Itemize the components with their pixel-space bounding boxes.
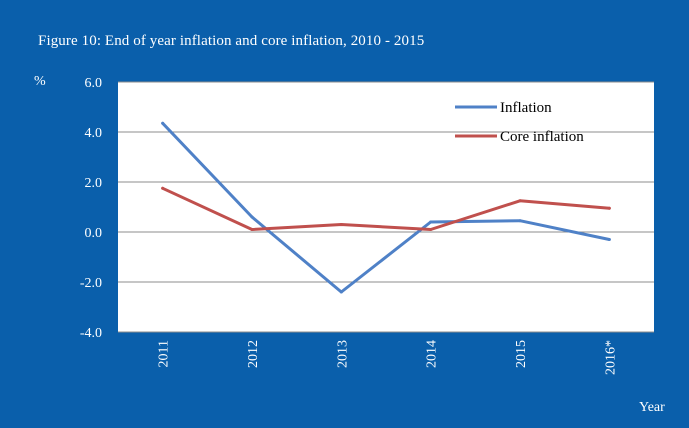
data-point [250, 215, 254, 219]
y-tick-label: 6.0 [85, 76, 103, 91]
x-axis-label: Year [639, 400, 665, 415]
y-tick-label: 0.0 [85, 226, 103, 241]
y-tick-label: -2.0 [80, 276, 102, 291]
x-axis-ticks: 2011 2012 2013 2014 2015 2016* [157, 340, 619, 375]
series-line-1 [161, 186, 611, 231]
data-point [607, 238, 611, 241]
data-point [250, 228, 254, 231]
gridlines [118, 81, 654, 333]
data-point [339, 223, 343, 226]
data-point [429, 220, 433, 224]
x-tick-label: 2015 [514, 340, 529, 368]
legend: Inflation Core inflation [455, 100, 584, 145]
series-lines [161, 121, 611, 294]
chart-title: Figure 10: End of year inflation and cor… [38, 33, 425, 49]
data-point [161, 121, 165, 125]
x-tick-label: 2012 [246, 340, 261, 368]
data-point [518, 219, 522, 223]
data-point [518, 199, 522, 203]
x-tick-label: 2011 [157, 340, 172, 367]
y-axis-label: % [34, 74, 46, 89]
y-axis-ticks: 6.0 4.0 2.0 0.0 -2.0 -4.0 [80, 76, 102, 341]
y-tick-label: 2.0 [85, 176, 103, 191]
legend-entry: Core inflation [500, 129, 584, 145]
y-tick-label: 4.0 [85, 126, 103, 141]
data-point [607, 206, 611, 210]
data-point [161, 186, 165, 190]
y-tick-label: -4.0 [80, 326, 102, 341]
x-tick-label: 2014 [425, 340, 440, 368]
data-point [429, 228, 433, 231]
x-tick-label: 2016* [603, 340, 618, 375]
x-tick-label: 2013 [335, 340, 350, 368]
plot-area [118, 82, 654, 332]
series-line-0 [161, 121, 611, 294]
legend-entry: Inflation [500, 100, 552, 116]
data-point [339, 290, 343, 294]
